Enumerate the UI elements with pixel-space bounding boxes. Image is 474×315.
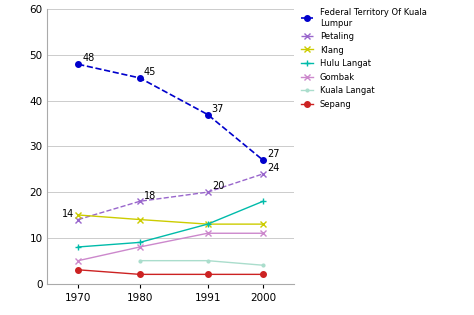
Hulu Langat — [260, 199, 266, 203]
Klang — [137, 218, 143, 221]
Text: 27: 27 — [267, 149, 280, 159]
Hulu Langat — [75, 245, 81, 249]
Sepang — [260, 272, 266, 276]
Line: Hulu Langat: Hulu Langat — [75, 198, 266, 250]
Petaling — [205, 190, 210, 194]
Kuala Langat — [137, 259, 143, 263]
Legend: Federal Territory Of Kuala
Lumpur, Petaling, Klang, Hulu Langat, Gombak, Kuala L: Federal Territory Of Kuala Lumpur, Petal… — [301, 8, 427, 109]
Line: Kuala Langat: Kuala Langat — [137, 258, 266, 268]
Text: 20: 20 — [212, 181, 224, 192]
Federal Territory Of Kuala
Lumpur — [75, 62, 81, 66]
Text: 37: 37 — [212, 104, 224, 114]
Petaling — [137, 199, 143, 203]
Gombak — [75, 259, 81, 263]
Sepang — [75, 268, 81, 272]
Klang — [260, 222, 266, 226]
Petaling — [75, 218, 81, 221]
Text: 45: 45 — [144, 67, 156, 77]
Text: 48: 48 — [82, 54, 95, 64]
Sepang — [205, 272, 210, 276]
Petaling — [260, 172, 266, 176]
Klang — [75, 213, 81, 217]
Kuala Langat — [260, 263, 266, 267]
Text: 14: 14 — [62, 209, 74, 219]
Federal Territory Of Kuala
Lumpur — [260, 158, 266, 162]
Hulu Langat — [205, 222, 210, 226]
Hulu Langat — [137, 241, 143, 244]
Federal Territory Of Kuala
Lumpur — [137, 76, 143, 80]
Kuala Langat — [205, 259, 210, 263]
Klang — [205, 222, 210, 226]
Line: Klang: Klang — [75, 212, 266, 227]
Gombak — [205, 231, 210, 235]
Text: 24: 24 — [267, 163, 280, 173]
Line: Petaling: Petaling — [75, 171, 266, 222]
Line: Gombak: Gombak — [75, 231, 266, 263]
Text: 18: 18 — [144, 191, 156, 201]
Federal Territory Of Kuala
Lumpur — [205, 113, 210, 117]
Gombak — [260, 231, 266, 235]
Gombak — [137, 245, 143, 249]
Sepang — [137, 272, 143, 276]
Line: Sepang: Sepang — [75, 267, 266, 277]
Line: Federal Territory Of Kuala
Lumpur: Federal Territory Of Kuala Lumpur — [75, 61, 266, 163]
